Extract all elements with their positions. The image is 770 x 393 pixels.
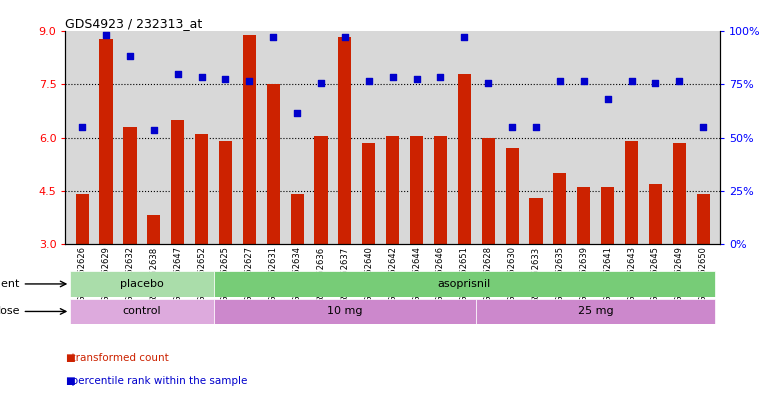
- Point: [243, 78, 256, 84]
- Text: agent: agent: [0, 279, 20, 289]
- Point: [673, 78, 685, 84]
- Point: [387, 74, 399, 81]
- Bar: [530, 198, 543, 244]
- Bar: [673, 143, 686, 244]
- Bar: [99, 39, 112, 244]
- Point: [267, 33, 280, 40]
- Point: [196, 74, 208, 81]
- Bar: [578, 187, 591, 244]
- Point: [649, 79, 661, 86]
- Point: [291, 110, 303, 116]
- Bar: [697, 194, 710, 244]
- Point: [219, 76, 232, 82]
- Bar: [75, 194, 89, 244]
- Bar: [362, 143, 376, 244]
- Point: [363, 78, 375, 84]
- Point: [506, 124, 518, 130]
- Bar: [601, 187, 614, 244]
- Bar: [386, 136, 400, 244]
- Bar: [410, 136, 424, 244]
- Point: [100, 32, 112, 38]
- Text: control: control: [122, 307, 161, 316]
- Text: 10 mg: 10 mg: [327, 307, 363, 316]
- Point: [315, 79, 327, 86]
- Point: [76, 124, 89, 130]
- Bar: [213, 271, 715, 297]
- Bar: [213, 299, 477, 324]
- Text: placebo: placebo: [120, 279, 164, 289]
- Bar: [266, 84, 280, 244]
- Point: [124, 53, 136, 59]
- Text: ■: ■: [65, 353, 75, 363]
- Bar: [625, 141, 638, 244]
- Text: dose: dose: [0, 307, 20, 316]
- Bar: [219, 141, 232, 244]
- Bar: [482, 138, 495, 244]
- Point: [434, 74, 447, 81]
- Point: [578, 78, 590, 84]
- Bar: [290, 194, 303, 244]
- Point: [172, 71, 184, 77]
- Bar: [649, 184, 662, 244]
- Text: GDS4923 / 232313_at: GDS4923 / 232313_at: [65, 17, 203, 30]
- Text: asoprisnil: asoprisnil: [437, 279, 491, 289]
- Bar: [195, 134, 208, 244]
- Bar: [171, 120, 184, 244]
- Point: [410, 76, 423, 82]
- Point: [482, 79, 494, 86]
- Bar: [338, 37, 351, 244]
- Bar: [70, 271, 213, 297]
- Point: [554, 78, 566, 84]
- Point: [148, 127, 160, 134]
- Text: percentile rank within the sample: percentile rank within the sample: [65, 376, 248, 386]
- Bar: [70, 299, 213, 324]
- Bar: [477, 299, 715, 324]
- Text: ■: ■: [65, 376, 75, 386]
- Point: [339, 33, 351, 40]
- Point: [601, 95, 614, 102]
- Bar: [243, 35, 256, 244]
- Text: transformed count: transformed count: [65, 353, 169, 363]
- Bar: [506, 148, 519, 244]
- Bar: [434, 136, 447, 244]
- Bar: [314, 136, 327, 244]
- Bar: [147, 215, 160, 244]
- Point: [625, 78, 638, 84]
- Bar: [554, 173, 567, 244]
- Bar: [458, 74, 471, 244]
- Point: [697, 124, 709, 130]
- Text: 25 mg: 25 mg: [578, 307, 614, 316]
- Point: [530, 124, 542, 130]
- Bar: [123, 127, 136, 244]
- Point: [458, 33, 470, 40]
